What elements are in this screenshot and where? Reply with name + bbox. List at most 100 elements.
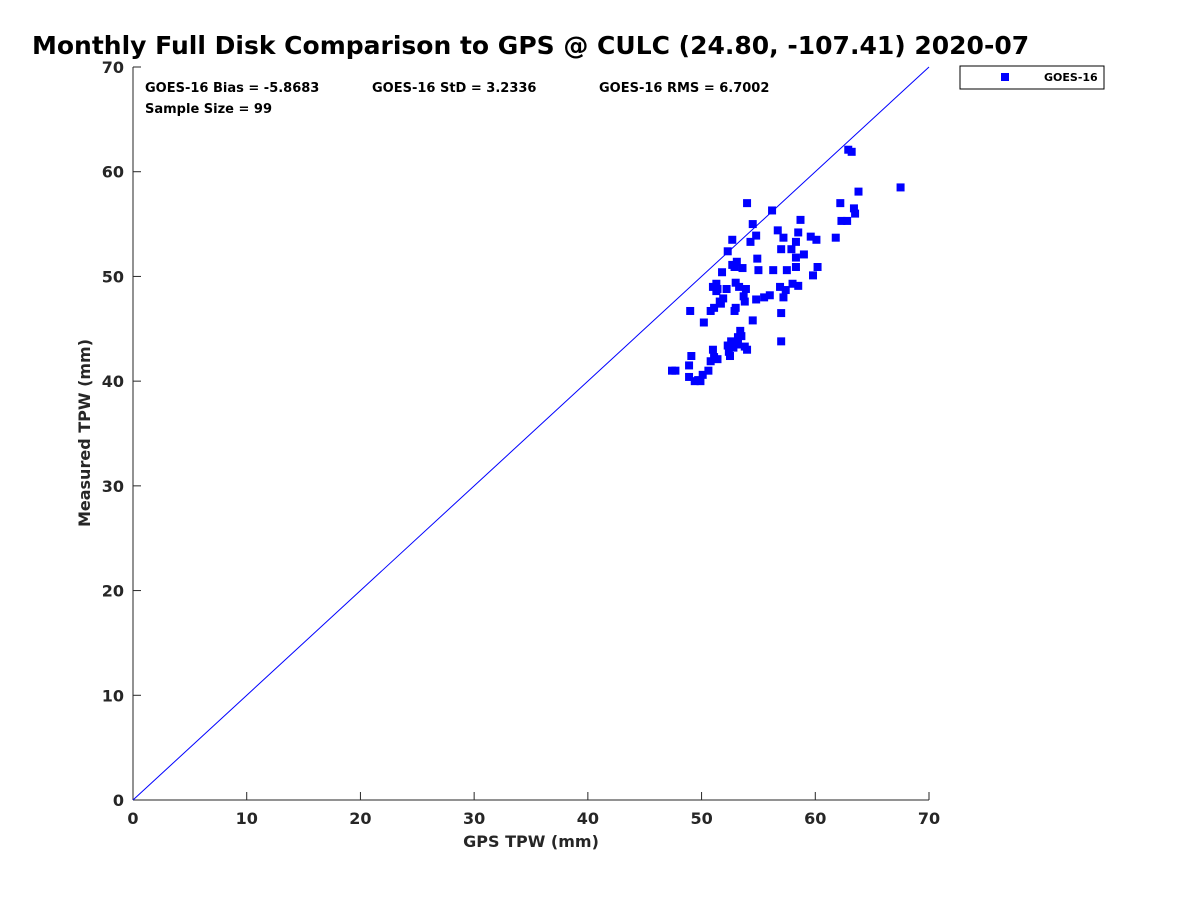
y-tick-label: 30 bbox=[102, 477, 124, 496]
y-axis: 0 10 20 30 40 50 60 70 bbox=[102, 58, 141, 810]
data-point bbox=[854, 187, 863, 196]
data-point bbox=[752, 231, 761, 240]
data-point bbox=[739, 292, 748, 301]
data-point bbox=[732, 257, 741, 266]
std-stat: GOES-16 StD = 3.2336 bbox=[372, 81, 536, 96]
legend-box bbox=[959, 65, 1105, 90]
data-point bbox=[773, 226, 782, 235]
x-tick-label: 60 bbox=[804, 809, 826, 828]
data-point bbox=[741, 284, 750, 293]
data-point bbox=[768, 206, 777, 215]
data-point bbox=[813, 263, 822, 272]
data-point bbox=[779, 293, 788, 302]
data-point bbox=[719, 294, 728, 303]
data-point bbox=[831, 233, 840, 242]
data-point bbox=[727, 337, 736, 346]
data-point bbox=[847, 147, 856, 156]
data-point bbox=[812, 235, 821, 244]
data-point bbox=[779, 233, 788, 242]
data-point bbox=[777, 337, 786, 346]
x-axis-label: GPS TPW (mm) bbox=[463, 832, 599, 851]
data-point bbox=[737, 332, 746, 341]
rms-stat: GOES-16 RMS = 6.7002 bbox=[599, 81, 769, 96]
data-point bbox=[753, 254, 762, 263]
x-tick-label: 30 bbox=[463, 809, 485, 828]
data-point bbox=[806, 232, 815, 241]
data-point bbox=[851, 209, 860, 218]
y-tick-label: 70 bbox=[102, 58, 124, 77]
data-point bbox=[743, 199, 752, 208]
data-points bbox=[668, 145, 905, 386]
legend-marker-icon bbox=[1001, 73, 1009, 81]
data-point bbox=[731, 303, 740, 312]
data-point bbox=[796, 215, 805, 224]
data-point bbox=[731, 278, 740, 287]
data-point bbox=[794, 281, 803, 290]
data-point bbox=[760, 293, 769, 302]
data-point bbox=[718, 268, 727, 277]
data-point bbox=[788, 279, 797, 288]
data-point bbox=[777, 245, 786, 254]
data-point bbox=[794, 228, 803, 237]
data-point bbox=[704, 366, 713, 375]
data-point bbox=[809, 271, 818, 280]
bias-stat: GOES-16 Bias = -5.8683 bbox=[145, 81, 319, 96]
data-point bbox=[729, 343, 738, 352]
x-tick-label: 70 bbox=[918, 809, 940, 828]
y-tick-label: 20 bbox=[102, 582, 124, 601]
data-point bbox=[736, 326, 745, 335]
y-tick-label: 10 bbox=[102, 686, 124, 705]
data-point bbox=[687, 352, 696, 361]
data-point bbox=[777, 309, 786, 318]
data-point bbox=[781, 286, 790, 295]
data-point bbox=[710, 303, 719, 312]
legend: GOES-16 bbox=[959, 65, 1105, 90]
data-point bbox=[896, 183, 905, 192]
data-point bbox=[843, 216, 852, 225]
data-point bbox=[726, 352, 734, 361]
data-point bbox=[799, 250, 808, 259]
data-point bbox=[738, 264, 747, 273]
data-point bbox=[723, 247, 732, 256]
data-point bbox=[713, 355, 722, 364]
data-point bbox=[735, 282, 744, 291]
data-point bbox=[685, 361, 694, 370]
y-axis-label: Measured TPW (mm) bbox=[75, 339, 94, 527]
data-point bbox=[728, 235, 737, 244]
data-point bbox=[748, 220, 757, 229]
x-tick-label: 10 bbox=[236, 809, 258, 828]
data-point bbox=[723, 341, 732, 350]
data-point bbox=[698, 370, 707, 379]
data-point bbox=[743, 345, 752, 354]
data-point bbox=[746, 237, 755, 246]
data-point bbox=[754, 266, 763, 275]
data-point bbox=[696, 377, 705, 386]
data-point bbox=[769, 266, 778, 275]
data-point bbox=[748, 316, 757, 325]
data-point bbox=[837, 216, 846, 225]
data-point bbox=[712, 279, 721, 288]
data-point bbox=[724, 347, 733, 356]
data-point bbox=[776, 282, 785, 291]
data-point bbox=[733, 340, 742, 349]
data-point bbox=[730, 263, 739, 272]
data-point bbox=[849, 204, 858, 213]
legend-label: GOES-16 bbox=[1044, 71, 1098, 84]
data-point bbox=[782, 266, 791, 275]
data-point bbox=[791, 263, 800, 272]
data-point bbox=[765, 291, 774, 300]
y-tick-label: 40 bbox=[102, 372, 124, 391]
y-tick-label: 0 bbox=[113, 791, 124, 810]
chart-title: Monthly Full Disk Comparison to GPS @ CU… bbox=[32, 31, 1029, 60]
y-tick-label: 60 bbox=[102, 163, 124, 182]
data-point bbox=[706, 357, 715, 366]
sample-size-stat: Sample Size = 99 bbox=[145, 102, 272, 117]
data-point bbox=[791, 237, 800, 246]
data-point bbox=[671, 366, 680, 375]
one-to-one-reference-line bbox=[132, 66, 930, 801]
x-tick-label: 20 bbox=[349, 809, 371, 828]
data-point bbox=[713, 284, 722, 293]
data-point bbox=[716, 299, 725, 308]
data-point bbox=[699, 318, 708, 327]
